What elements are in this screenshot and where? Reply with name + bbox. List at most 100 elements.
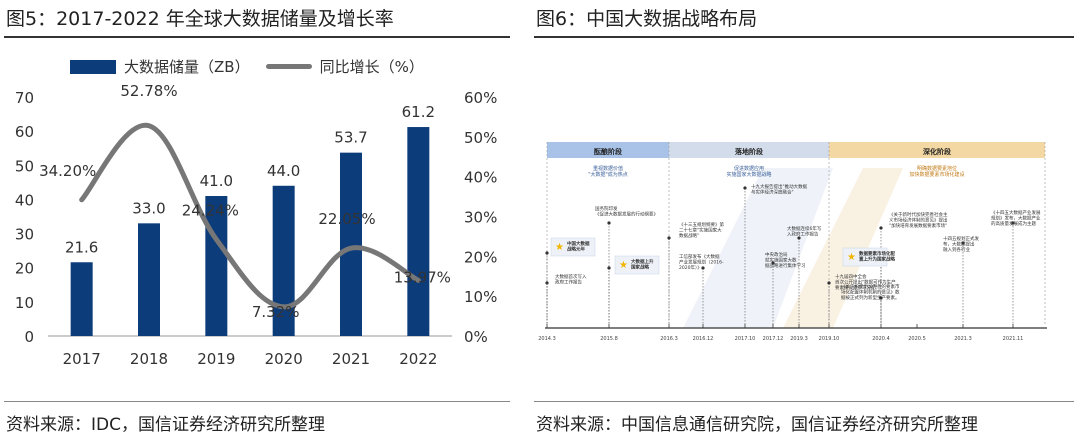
event-dot	[1011, 221, 1015, 225]
event-dot	[797, 236, 801, 240]
legend-label-line: 同比增长（%）	[319, 58, 424, 76]
timeline-tick-label: 2015.8	[600, 336, 618, 342]
x-tick-label: 2019	[197, 350, 235, 368]
bar-value-label: 41.0	[200, 172, 233, 190]
chart-legend: 大数据储量（ZB） 同比增长（%）	[70, 56, 424, 77]
growth-line	[79, 123, 421, 310]
timeline-tick-label: 2021.3	[954, 336, 972, 342]
phase-bar	[829, 142, 1045, 158]
star-icon: ★	[555, 242, 564, 253]
bar-2022	[407, 127, 430, 336]
event-text: 大数据上升国家战略	[631, 258, 654, 271]
event-dot	[879, 296, 883, 300]
bar-value-label: 61.2	[402, 103, 435, 121]
event-dot	[545, 281, 549, 285]
right-figure-title: 图6：中国大数据战略布局	[536, 8, 758, 30]
x-tick-label: 2020	[265, 350, 303, 368]
event-text: 《关于新时代加快完善社会主义市场经济体制的意见》提出"加快培育发展数据要素市场"	[889, 211, 948, 229]
x-tick-label: 2017	[63, 350, 101, 368]
left-figure-title: 图5：2017-2022 年全球大数据储量及增长率	[6, 8, 394, 30]
timeline-tick-label: 2019.3	[790, 336, 808, 342]
bar-value-label: 33.0	[132, 199, 165, 217]
event-text: 中央政治局就实施国家大数据战略进行集体学习	[765, 251, 806, 269]
phase-note: 促进数据应用实施国家大数据战略	[726, 165, 771, 178]
y-right-tick-label: 20%	[464, 248, 497, 266]
y-left-tick-label: 0	[24, 328, 34, 346]
phase-note: 明确数据要素地位加快数据要素市场化建设	[909, 165, 964, 178]
event-dot	[667, 236, 671, 240]
event-text: 数据要素市场化配置上升为国家战略	[859, 250, 895, 263]
y-right-tick-label: 30%	[464, 209, 497, 227]
event-dot	[771, 261, 775, 265]
y-left-tick-label: 70	[15, 89, 34, 107]
event-text: 十九大报告提出"推动大数据与实体经济深度融合"	[751, 183, 808, 196]
timeline-tick-label: 2021.11	[1003, 336, 1024, 342]
timeline-tick-label: 2020.4	[872, 336, 890, 342]
phase-name: 落地阶段	[735, 147, 763, 156]
left-title-rule	[4, 36, 510, 38]
line-value-label: 22.05%	[318, 210, 375, 228]
event-text: 《关于构建更加完善的要素市场化配置体制机制的意见》数据被正式列为新型生产要素。	[841, 283, 900, 301]
event-dot	[701, 266, 705, 270]
phase-name: 酝酿阶段	[594, 147, 622, 156]
y-left-tick-label: 10	[15, 294, 34, 312]
y-left-tick-label: 40	[15, 191, 34, 209]
bar-line-chart: 0 10 20 30 40 50 60 70 0% 10% 20% 30% 40% 50% 60% 21.6 3…	[15, 85, 497, 368]
bar-2018	[138, 223, 160, 336]
line-value-label: 13.97%	[394, 268, 451, 286]
event-text: 工信部发布《大数据产业发展规划（2016-2020年）》	[679, 253, 724, 271]
event-dot	[607, 266, 611, 270]
phase-note: 重视数据价值"大数据"成为热点	[588, 165, 628, 178]
y-left-tick-label: 60	[15, 123, 34, 141]
right-source: 资料来源：中国信息通信研究院，国信证券经济研究所整理	[536, 415, 978, 435]
event-dot	[961, 241, 965, 245]
right-source-rule	[534, 401, 1074, 402]
event-text: 《十四五大数据产业发展规划》发布，大数据产业的高质量发展成为主题	[991, 209, 1041, 227]
event-text: 十九届四中全会首次公开提出"数据可作为生产要素按贡献参与分配"	[835, 273, 896, 291]
y-left-tick-label: 20	[15, 260, 34, 278]
line-value-label: 24.24%	[182, 201, 239, 219]
strategy-roadmap: 酝酿阶段重视数据价值"大数据"成为热点 落地阶段促进数据应用实施国家大数据战略 深化…	[533, 128, 1055, 348]
legend-swatch-bar	[70, 59, 116, 74]
right-title-rule	[534, 36, 1074, 38]
x-tick-label: 2022	[399, 350, 437, 368]
timeline-tick-label: 2017.12	[763, 336, 784, 342]
line-value-label: 7.32%	[252, 303, 300, 321]
phase-name: 深化阶段	[923, 147, 951, 156]
phase-bar	[547, 142, 669, 158]
legend-label-bar: 大数据储量（ZB）	[124, 58, 250, 76]
bar-2017	[70, 262, 93, 336]
event-dot	[879, 226, 883, 230]
phase-bar	[669, 142, 829, 158]
left-source: 资料来源：IDC，国信证券经济研究所整理	[6, 415, 325, 435]
timeline-tick-label: 2020.5	[908, 336, 926, 342]
event-text: 国务院印发《促进大数据发展的行动纲要》	[595, 205, 658, 218]
y-right-tick-label: 60%	[464, 89, 497, 107]
bar-value-label: 21.6	[65, 238, 98, 256]
y-right-tick-label: 10%	[464, 288, 497, 306]
event-dot	[827, 281, 831, 285]
bar-2021	[340, 152, 362, 336]
bar-2020	[272, 185, 295, 336]
event-highlight-box	[842, 247, 888, 267]
y-left-tick-label: 30	[15, 226, 34, 244]
bar-value-label: 44.0	[267, 162, 300, 180]
timeline-tick-label: 2017.10	[735, 336, 756, 342]
star-icon: ★	[619, 260, 628, 271]
y-left-tick-label: 50	[15, 157, 34, 175]
event-highlight-box	[550, 237, 596, 257]
watermark-shape	[683, 168, 833, 328]
event-text: 十四五规划正式发布，大数据提出融入到各行业	[943, 235, 979, 253]
event-highlight-box	[614, 255, 660, 275]
star-icon: ★	[847, 252, 856, 263]
event-text: 大数据首次写入政府工作报告	[555, 273, 587, 286]
line-value-label: 52.78%	[120, 85, 177, 100]
y-right-tick-label: 0%	[464, 328, 488, 346]
timeline-tick-label: 2016.3	[660, 336, 678, 342]
legend-swatch-line	[265, 64, 312, 69]
event-text: 中国大数据战略元年	[567, 240, 590, 253]
event-dot	[743, 186, 747, 190]
timeline-tick-label: 2014.3	[538, 336, 556, 342]
event-dot	[607, 221, 611, 225]
